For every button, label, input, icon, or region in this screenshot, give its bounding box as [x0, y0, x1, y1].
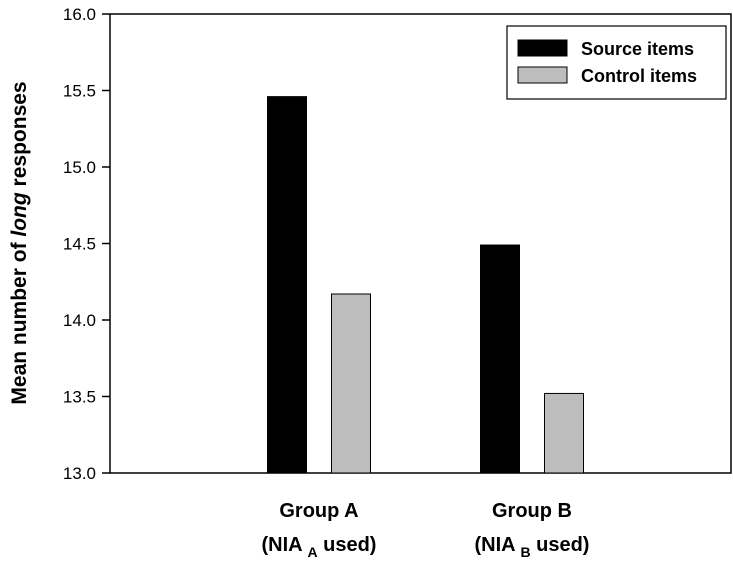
legend-swatch [517, 66, 568, 84]
y-tick-label: 14.5 [63, 235, 96, 254]
y-tick-label: 16.0 [63, 5, 96, 24]
legend-label: Source items [581, 39, 694, 59]
legend: Source items Control items [506, 25, 727, 100]
plot-area [109, 13, 732, 474]
y-axis: 13.0 13.5 14.0 14.5 15.0 15.5 16.0 [63, 5, 110, 483]
y-tick-label: 13.0 [63, 464, 96, 483]
bar-source-items-2 [480, 244, 520, 474]
bar-control-items-2 [544, 392, 584, 474]
y-tick-label: 15.0 [63, 158, 96, 177]
bar-source-items-1 [267, 96, 307, 474]
y-axis-title: Mean number of long responses [8, 81, 31, 404]
y-tick-label: 13.5 [63, 388, 96, 407]
x-category-label: Group A [279, 500, 358, 522]
bar-control-items-1 [331, 293, 371, 474]
x-category-sublabel: (NIA A used) [262, 534, 377, 560]
x-axis: Group A (NIA A used) Group B (NIA B used) [262, 500, 590, 560]
y-tick-label: 14.0 [63, 311, 96, 330]
x-category-label: Group B [492, 500, 572, 522]
x-category-sublabel: (NIA B used) [475, 534, 590, 560]
legend-box [506, 25, 727, 100]
legend-swatch [517, 39, 568, 57]
legend-label: Control items [581, 66, 697, 86]
y-tick-label: 15.5 [63, 82, 96, 101]
